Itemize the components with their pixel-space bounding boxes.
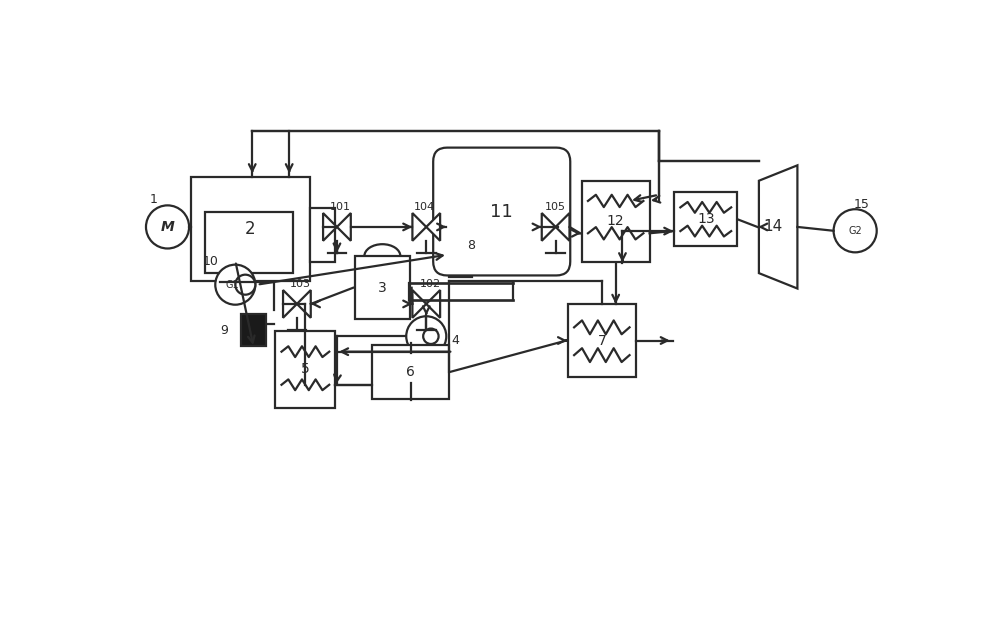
Text: 2: 2 [245,220,256,238]
Text: 7: 7 [597,334,606,347]
Bar [191,177,310,281]
Text: 104: 104 [414,202,435,212]
Polygon shape [426,213,440,241]
Bar [372,345,449,399]
Polygon shape [297,290,311,318]
Bar [582,181,650,261]
Bar [241,314,266,346]
Text: 3: 3 [378,281,387,295]
Text: 1: 1 [150,192,158,206]
Text: G2: G2 [848,226,862,236]
Text: 11: 11 [490,203,513,221]
Text: 9: 9 [221,324,228,337]
Polygon shape [556,213,569,241]
Circle shape [146,206,189,248]
Bar [674,192,737,246]
Polygon shape [412,213,426,241]
FancyBboxPatch shape [433,147,570,275]
Bar [275,331,335,408]
Bar [449,233,472,277]
Text: 12: 12 [607,214,624,228]
Text: 105: 105 [545,202,566,212]
Circle shape [406,316,446,356]
Text: 102: 102 [420,279,441,289]
Polygon shape [542,213,556,241]
Text: M: M [161,220,174,234]
Polygon shape [283,290,297,318]
Circle shape [834,209,877,252]
Text: 6: 6 [406,365,415,379]
Polygon shape [426,290,440,318]
Polygon shape [412,290,426,318]
Bar [568,304,636,377]
Text: 8: 8 [467,240,475,252]
Text: G1: G1 [225,280,239,290]
Text: 101: 101 [330,202,351,212]
Text: 13: 13 [697,212,715,226]
Text: 14: 14 [763,219,782,234]
Circle shape [235,275,255,295]
Text: 15: 15 [853,198,869,211]
Text: 5: 5 [301,362,310,376]
Polygon shape [323,213,337,241]
Circle shape [215,265,255,305]
Text: 103: 103 [290,279,311,289]
Polygon shape [337,213,351,241]
Bar [355,256,410,319]
Bar [205,211,293,273]
Bar [310,208,335,261]
Polygon shape [759,166,797,288]
Text: 4: 4 [452,334,459,347]
Circle shape [423,329,439,344]
Text: 10: 10 [203,255,219,268]
